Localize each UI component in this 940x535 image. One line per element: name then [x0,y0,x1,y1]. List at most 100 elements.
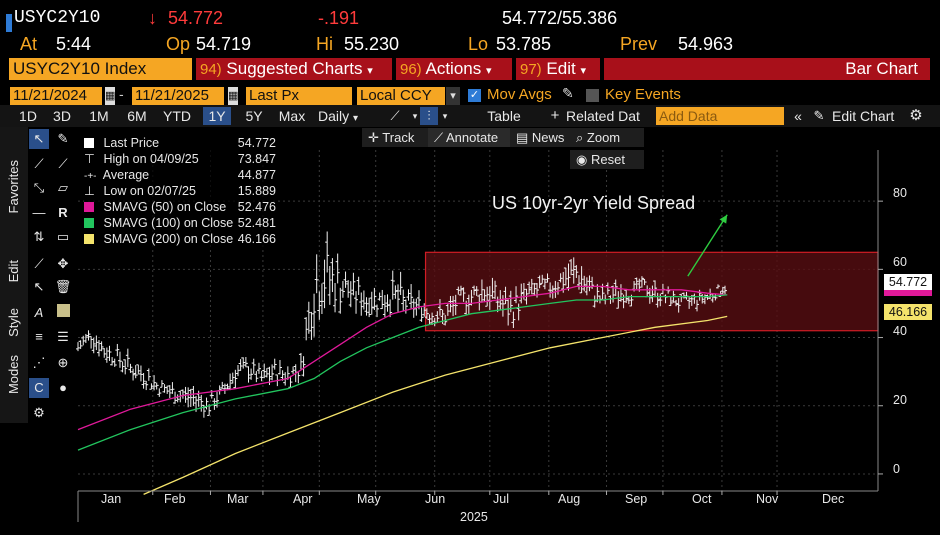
price-chart[interactable] [0,127,940,535]
text-style-icon[interactable]: A [34,305,44,320]
snap-icon[interactable]: ⋰ [32,355,46,370]
price-bar [115,343,120,357]
period-button[interactable]: 3D [53,108,71,124]
period-button[interactable]: YTD [163,108,191,124]
period-button[interactable]: 1M [89,108,109,124]
consolidation-range-box[interactable] [424,251,879,332]
open-value: 54.719 [196,34,252,54]
legend-swatch [84,202,94,212]
side-tab-edit[interactable]: Edit [6,260,21,283]
chevron-down-icon[interactable]: ▾ [412,111,418,121]
double-chevron-left-icon[interactable]: « [794,108,802,124]
price-bar [312,293,317,337]
side-tab-modes[interactable]: Modes [6,355,21,395]
side-tab-favorites[interactable]: Favorites [6,160,21,214]
line-weight-icon[interactable]: ☰ [57,329,69,344]
price-bar [511,311,516,329]
high-label: Hi [316,34,333,54]
frequency-select[interactable]: Daily ▾ [315,107,361,125]
table-button[interactable]: Table [487,108,521,124]
segment-icon[interactable]: ⤡ [33,180,45,195]
fill-color-icon[interactable] [53,303,73,323]
retracement-icon[interactable]: R [58,205,68,220]
trash-icon[interactable]: 🗑 [54,279,72,294]
period-button[interactable]: 5Y [245,108,263,124]
period-button[interactable]: 1D [19,108,37,124]
price-bar [532,282,537,296]
legend-item[interactable]: -+- Average 44.877 [84,167,276,183]
trend-arrow-head [719,214,728,224]
price-bar [647,287,652,304]
pencil-icon[interactable]: ✎ [562,85,574,101]
add-data-input[interactable]: Add Data [656,107,784,125]
cycle-mode-icon[interactable]: C [29,378,49,398]
price-bar [479,279,484,303]
line-draw-icon[interactable]: ⟋ [34,156,44,171]
channel-icon[interactable]: ▱ [58,180,68,195]
calendar-icon[interactable]: ▦ [105,87,115,105]
period-button[interactable]: Max [278,108,306,124]
legend-item[interactable]: ⊤ High on 04/09/25 73.847 [84,151,276,167]
price-bar [256,362,261,374]
bar-style-icon[interactable]: ⫶ [420,107,438,125]
ray-draw-icon[interactable]: ⟋ [58,156,68,171]
end-date-field[interactable]: 11/21/2025 [132,87,224,105]
magnet-icon[interactable]: ⊕ [57,355,69,370]
select-arrow-icon[interactable]: ↖ [33,279,45,294]
edit-menu[interactable]: 97) Edit ▾ [516,58,600,80]
palette-icon[interactable]: ● [59,380,67,395]
trend-arrow[interactable] [687,214,728,277]
brush-icon[interactable]: ⟋ [34,256,44,271]
price-bar [343,271,348,288]
horizontal-line-icon[interactable]: — [32,205,46,220]
gear-icon[interactable]: ⚙ [909,107,923,124]
actions-menu[interactable]: 96) Actions ▾ [396,58,512,80]
move-icon[interactable]: ✥ [57,256,69,271]
annotate-tool[interactable]: ⟋ Annotate [428,128,518,147]
rectangle-icon[interactable]: ▭ [56,229,70,244]
price-label-icon[interactable]: ⇅ [33,229,45,244]
reset-button[interactable]: ◉ Reset [570,150,644,169]
price-bar [548,282,553,298]
chart-annotation[interactable]: US 10yr-2yr Yield Spread [492,193,696,213]
edit-chart-button[interactable]: Edit Chart [832,108,895,124]
legend-item[interactable]: Last Price 54.772 [84,135,276,151]
start-date-field[interactable]: 11/21/2024 [10,87,102,105]
side-tab-style[interactable]: Style [6,308,21,337]
suggested-charts-menu[interactable]: 94) Suggested Charts ▾ [196,58,392,80]
currency-select[interactable]: Local CCY [357,87,445,105]
legend-item[interactable]: SMAVG (200) on Close 46.166 [84,231,276,247]
pencil-icon[interactable]: ✎ [57,131,69,146]
period-button-selected[interactable]: 1Y [203,107,231,125]
line-chart-icon[interactable]: ⟋ [390,108,400,123]
legend-item[interactable]: ⊥ Low on 02/07/25 15.889 [84,183,276,199]
price-bar [117,351,122,368]
zoom-tool[interactable]: ⌕ Zoom [570,128,644,147]
related-data-button[interactable]: Related Dat [566,108,640,124]
plus-icon[interactable]: + [550,107,560,124]
legend-item[interactable]: SMAVG (50) on Close 52.476 [84,199,276,215]
mov-avgs-label: Mov Avgs [487,86,552,103]
pointer-icon[interactable]: ↖ [29,129,49,149]
price-field-select[interactable]: Last Px [246,87,352,105]
mov-avgs-checkbox[interactable]: ✓ [468,89,481,102]
period-button[interactable]: 6M [127,108,147,124]
suggested-charts-number: 94) [200,61,222,78]
line-style-icon[interactable]: ≡ [35,329,43,344]
chevron-down-icon[interactable]: ▾ [446,87,460,105]
price-bar [149,383,154,390]
calendar-icon[interactable]: ▦ [228,87,238,105]
price-bar [165,385,170,394]
gear-icon[interactable]: ⚙ [33,405,45,420]
key-events-checkbox[interactable] [586,89,599,102]
ticker-symbol[interactable]: USYC2Y10 [14,8,101,28]
track-tool[interactable]: ✛ Track [362,128,436,147]
legend-item[interactable]: SMAVG (100) on Close 52.481 [84,215,276,231]
security-field[interactable]: USYC2Y10 Index [9,58,192,80]
price-bar [338,287,343,314]
news-tool[interactable]: ▤ News [510,128,578,147]
price-bar [626,295,631,305]
chevron-down-icon[interactable]: ▾ [442,111,448,121]
pencil-icon[interactable]: ✎ [813,108,825,123]
price-bar [78,340,83,349]
